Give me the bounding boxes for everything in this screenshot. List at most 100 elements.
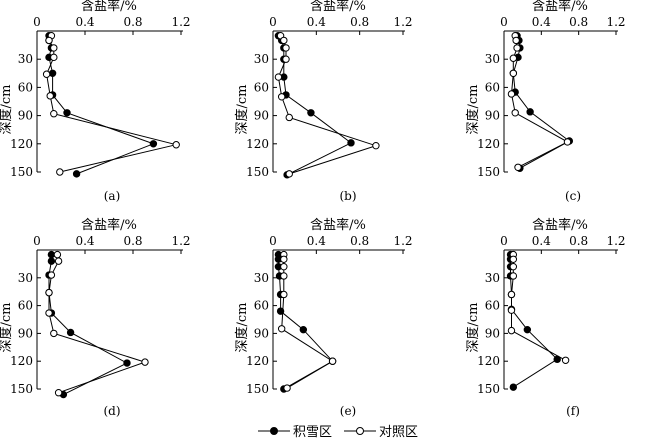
control-data-point — [50, 329, 58, 338]
snow-data-point — [66, 328, 75, 337]
control-data-point — [509, 255, 518, 263]
control-data-point — [277, 325, 286, 333]
x-tick-label: 0 — [269, 15, 277, 29]
control-data-point — [507, 290, 516, 299]
snow-series-line — [48, 35, 155, 175]
panel-label: (c) — [565, 189, 581, 203]
snow-data-point — [123, 359, 131, 367]
x-axis-title: 含盐率/% — [81, 0, 137, 14]
x-tick-label: 0.8 — [350, 15, 369, 29]
snow-data-point — [307, 109, 315, 117]
control-data-point — [282, 44, 290, 52]
x-tick-label: 0.8 — [123, 15, 142, 29]
y-axis-title: 深度/cm — [0, 85, 14, 135]
y-tick-label: 150 — [477, 382, 500, 396]
y-tick-label: 90 — [485, 109, 500, 123]
control-data-point — [280, 272, 288, 280]
y-tick-label: 60 — [485, 80, 500, 94]
y-axis-title: 深度/cm — [234, 85, 250, 135]
chart-panel-e: 0 0.4 0.8 1.2 30 60 90 120 150 含盐率/% 深度/cm (e) — [234, 217, 413, 418]
y-tick-label: 30 — [485, 271, 500, 285]
x-tick-label: 0.8 — [350, 234, 369, 248]
control-data-point — [141, 358, 149, 366]
legend-control-marker — [356, 427, 364, 435]
x-tick-label: 0.4 — [75, 234, 94, 248]
chart-panel-c: 0 0.4 0.8 1.2 30 60 90 120 150 含盐率/% 深度/cm (c) — [465, 0, 626, 203]
y-tick-label: 90 — [485, 326, 500, 340]
y-axis-title: 深度/cm — [234, 303, 250, 353]
control-data-point — [282, 55, 290, 63]
snow-data-point — [299, 325, 308, 334]
y-tick-label: 60 — [254, 299, 269, 313]
y-axis-title: 深度/cm — [465, 85, 481, 135]
control-data-point — [280, 262, 288, 271]
control-data-point — [514, 163, 522, 172]
control-data-point — [53, 250, 62, 259]
y-tick-label: 120 — [10, 354, 33, 368]
panel-label: (f) — [566, 404, 580, 418]
y-tick-label: 30 — [18, 52, 33, 66]
control-data-point — [372, 141, 380, 150]
control-data-point — [172, 141, 180, 149]
control-data-point — [285, 170, 293, 178]
x-axis-title: 含盐率/% — [81, 217, 137, 233]
legend: 积雪区 对照区 — [258, 425, 418, 439]
snow-data-point — [509, 383, 518, 391]
y-tick-label: 30 — [18, 271, 33, 285]
control-data-point — [274, 73, 283, 81]
x-tick-label: 0.4 — [532, 15, 551, 29]
y-tick-label: 120 — [246, 354, 269, 368]
control-data-point — [509, 54, 518, 62]
control-data-point — [512, 36, 520, 45]
y-tick-label: 150 — [246, 382, 269, 396]
x-tick-label: 1.2 — [171, 234, 190, 248]
control-data-point — [280, 255, 288, 263]
y-tick-label: 120 — [477, 354, 500, 368]
x-axis-title: 含盐率/% — [310, 0, 366, 14]
snow-data-point — [48, 69, 57, 78]
control-data-point — [45, 36, 53, 45]
x-tick-label: 0 — [33, 234, 41, 248]
snow-data-point — [149, 140, 158, 148]
x-tick-label: 1.2 — [171, 15, 190, 29]
control-data-point — [45, 309, 53, 317]
y-tick-label: 90 — [254, 109, 269, 123]
chart-panel-f: 0 0.4 0.8 1.2 30 60 90 120 150 含盐率/% 深度/cm (f) — [465, 217, 626, 418]
snow-data-point — [347, 139, 355, 147]
panel-label: (d) — [103, 404, 120, 418]
control-series-line — [48, 254, 147, 394]
control-data-point — [50, 53, 58, 62]
snow-data-point — [47, 250, 56, 259]
x-tick-label: 1.2 — [393, 15, 412, 29]
control-data-point — [47, 271, 56, 279]
control-data-point — [283, 384, 291, 392]
x-tick-label: 0.4 — [75, 15, 94, 29]
x-tick-label: 0.4 — [532, 234, 551, 248]
control-data-point — [285, 113, 293, 122]
snow-data-point — [47, 257, 56, 265]
control-data-point — [507, 326, 516, 335]
x-tick-label: 0.8 — [569, 15, 588, 29]
snow-data-point — [72, 170, 81, 178]
control-data-point — [56, 168, 64, 176]
control-data-point — [563, 138, 572, 146]
panel-label: (a) — [104, 189, 121, 203]
x-tick-label: 0.8 — [123, 234, 142, 248]
x-axis-title: 含盐率/% — [532, 0, 588, 14]
x-tick-label: 0.4 — [307, 234, 326, 248]
y-tick-label: 30 — [254, 271, 269, 285]
control-data-point — [50, 110, 58, 118]
legend-control-label: 对照区 — [379, 425, 418, 439]
y-tick-label: 150 — [10, 382, 33, 396]
y-tick-label: 90 — [18, 326, 33, 340]
control-data-point — [280, 290, 288, 299]
control-data-point — [561, 356, 570, 364]
control-data-point — [509, 262, 518, 271]
control-data-point — [50, 44, 58, 52]
y-tick-label: 90 — [18, 109, 33, 123]
control-data-point — [54, 257, 63, 265]
y-tick-label: 60 — [18, 80, 33, 94]
snow-data-point — [553, 355, 561, 364]
control-data-point — [42, 70, 51, 78]
